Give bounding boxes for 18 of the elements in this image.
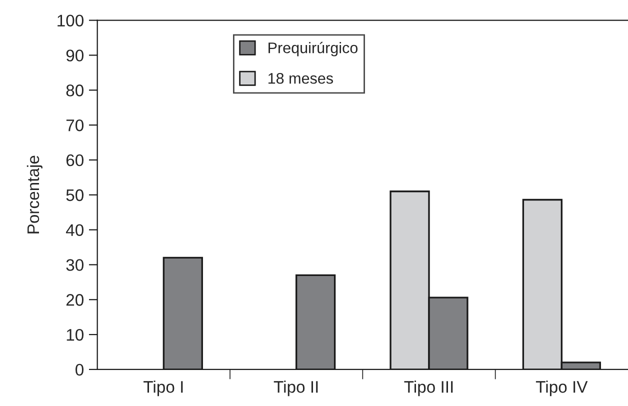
y-tick-label: 70: [66, 119, 84, 132]
x-tick-label: Tipo I: [144, 380, 183, 396]
y-tick-label: 30: [66, 259, 84, 271]
y-tick-label: 90: [66, 50, 84, 62]
y-tick-label: 20: [66, 294, 84, 306]
legend-label: 18 meses: [268, 72, 333, 84]
y-tick-label: 60: [66, 154, 84, 166]
y-tick-label: 40: [66, 224, 84, 236]
x-tick-label: Tipo III: [404, 380, 453, 396]
y-tick-label: 50: [66, 189, 84, 202]
legend-label: Prequirúrgico: [268, 42, 358, 56]
y-tick-label: 0: [76, 364, 84, 376]
x-tick-label: Tipo IV: [536, 380, 588, 396]
y-tick-label: 100: [58, 14, 84, 27]
x-tick-label: Tipo II: [274, 380, 318, 396]
y-axis-title: Porcentaje: [26, 156, 42, 234]
y-tick-label: 80: [66, 84, 84, 96]
y-tick-label: 10: [66, 328, 84, 341]
